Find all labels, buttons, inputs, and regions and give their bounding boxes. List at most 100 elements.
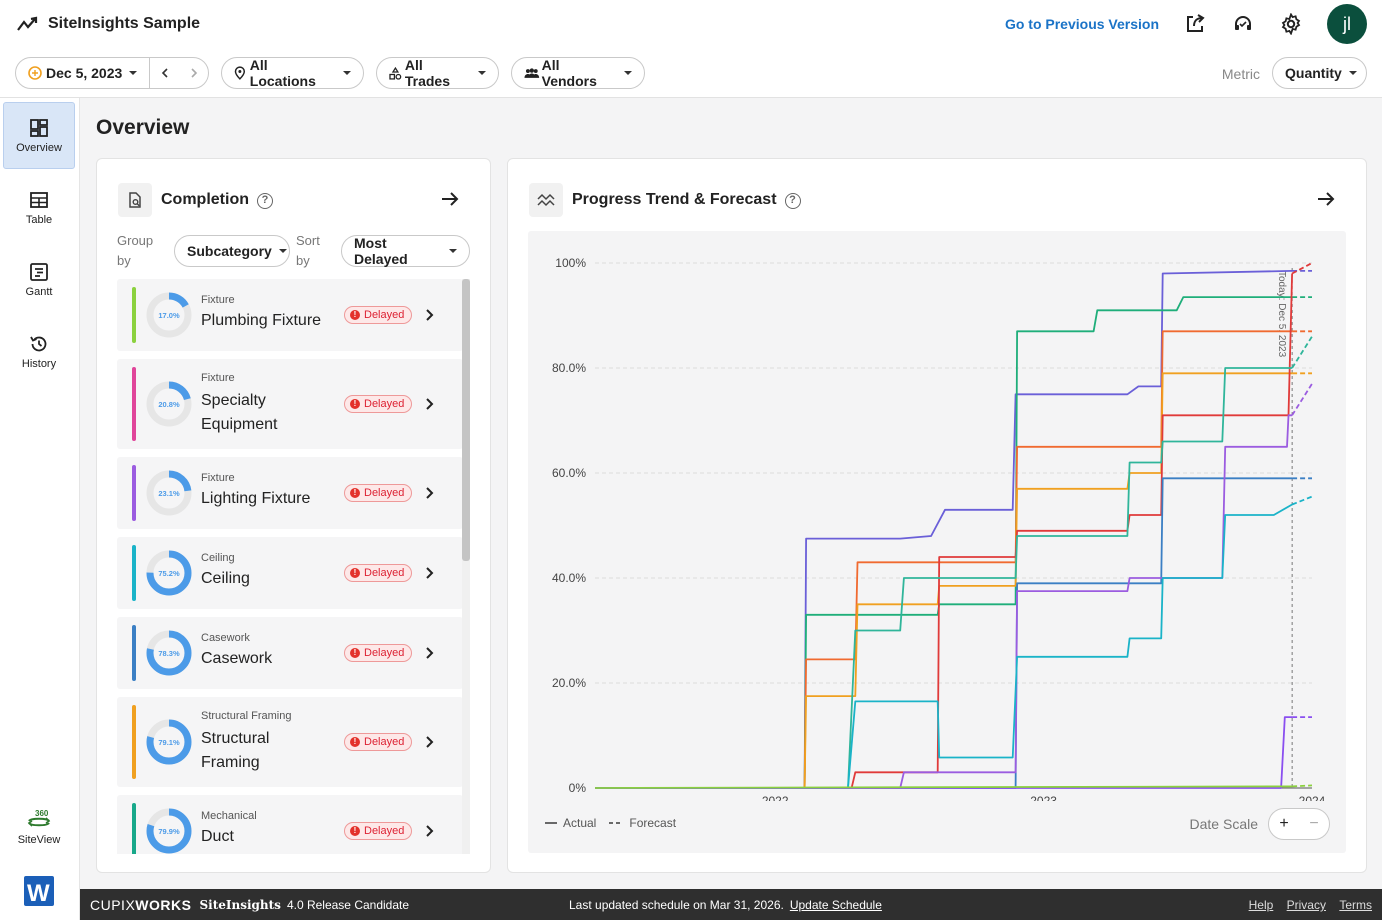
app-logo[interactable]: SiteInsights Sample [16, 15, 200, 33]
alert-icon: ! [350, 310, 360, 320]
completion-donut: 79.1% [146, 719, 192, 765]
status-badge: ! Delayed [344, 395, 413, 413]
history-icon [30, 336, 47, 351]
trend-logo-icon [17, 16, 38, 31]
sidebar-item-gantt[interactable]: Gantt [3, 246, 75, 313]
status-badge: ! Delayed [344, 484, 413, 502]
status-text: Delayed [364, 736, 405, 748]
dashboard-icon [30, 118, 48, 137]
series-line-actual [595, 367, 1293, 789]
donut-percent-label: 79.9% [158, 827, 180, 836]
alert-icon: ! [350, 399, 360, 409]
trend-chart-svg[interactable]: 0% 20.0% 40.0% 60.0% 80.0% 100% 2022 2023 2024 To… [528, 231, 1346, 808]
scrollbar-thumb[interactable] [462, 279, 470, 561]
locations-filter[interactable]: All Locations [221, 57, 364, 89]
legend-forecast: Forecast [629, 816, 677, 830]
sidebar-item-overview[interactable]: Overview [3, 102, 75, 169]
location-pin-icon [234, 66, 246, 80]
locations-value: All Locations [249, 57, 316, 89]
completion-list-item[interactable]: 79.1% Structural Framing Structural Framin… [117, 697, 463, 787]
category-color-bar [132, 465, 136, 521]
chevron-left-icon [161, 68, 168, 78]
status-badge: ! Delayed [344, 306, 413, 324]
arrow-right-icon [1318, 192, 1335, 206]
completion-donut: 78.3% [146, 630, 192, 676]
help-icon[interactable]: ? [784, 193, 801, 209]
y-tick-label: 60.0% [552, 466, 586, 480]
sidebar-item-table[interactable]: Table [3, 174, 75, 241]
series-line-actual [595, 372, 1293, 789]
series-line-actual [595, 477, 1293, 789]
y-tick-label: 0% [569, 781, 587, 795]
category-label: Mechanical [201, 810, 257, 822]
completion-list-item[interactable]: 78.3% Casework Casework! Delayed [117, 617, 463, 689]
completion-list-item[interactable]: 17.0% Fixture Plumbing Fixture! Delayed [117, 279, 463, 351]
previous-date-button[interactable] [150, 58, 179, 88]
sidebar-item-label: Overview [16, 141, 62, 154]
metric-selector[interactable]: Quantity [1272, 57, 1367, 89]
category-label: Ceiling [201, 552, 235, 564]
completion-open-button[interactable] [438, 187, 462, 211]
filter-bar: Dec 5, 2023 All Locations All Trades All… [0, 48, 1382, 98]
donut-percent-label: 17.0% [158, 311, 180, 320]
completion-list: 17.0% Fixture Plumbing Fixture! Delayed 20.8… [117, 279, 471, 854]
donut-progress-arc [146, 292, 192, 338]
sidebar-item-siteview[interactable]: 360 SiteView [3, 793, 75, 860]
status-text: Delayed [364, 825, 405, 837]
x-tick-label: 2024 [1299, 794, 1326, 801]
settings-gear-icon[interactable] [1279, 12, 1303, 36]
scrollbar-track[interactable] [462, 279, 470, 854]
group-by-label: Group by [117, 233, 154, 268]
series-line-actual [595, 503, 1293, 789]
series-line-actual [595, 270, 1293, 789]
today-marker-label: Today: Dec 5, 2023 [1276, 271, 1287, 358]
table-icon [30, 191, 48, 208]
completion-card: Completion? Group by Subcategory Sort by… [96, 158, 491, 873]
completion-donut: 20.8% [146, 381, 192, 427]
sidebar-item-history[interactable]: History [3, 318, 75, 385]
vendors-filter[interactable]: All Vendors [511, 57, 645, 89]
support-headset-icon[interactable] [1231, 12, 1255, 36]
alert-icon: ! [350, 826, 360, 836]
completion-list-item[interactable]: 23.1% Fixture Lighting Fixture! Delayed [117, 457, 463, 529]
svg-text:W: W [27, 880, 50, 906]
trades-shapes-icon [389, 66, 402, 80]
zoom-out-button[interactable]: − [1309, 815, 1319, 832]
item-name: Ceiling [201, 570, 250, 587]
trend-open-button[interactable] [1314, 187, 1338, 211]
sort-by-selector[interactable]: Most Delayed [341, 235, 470, 267]
share-icon[interactable] [1183, 12, 1207, 36]
completion-list-item[interactable]: 20.8% Fixture Specialty Equipment! Delayed [117, 359, 463, 449]
status-badge: ! Delayed [344, 822, 413, 840]
donut-progress-arc [146, 381, 192, 427]
user-avatar[interactable]: jl [1327, 4, 1367, 44]
date-picker-button[interactable]: Dec 5, 2023 [16, 58, 150, 88]
trades-filter[interactable]: All Trades [376, 57, 499, 89]
terms-link[interactable]: Terms [1339, 898, 1372, 912]
app-title: SiteInsights Sample [48, 15, 201, 32]
category-color-bar [132, 545, 136, 601]
series-line-actual [595, 716, 1293, 789]
series-line-actual [595, 273, 1293, 789]
siteview-360-icon: 360 [27, 809, 51, 827]
category-label: Fixture [201, 294, 235, 306]
help-icon[interactable]: ? [257, 193, 273, 209]
previous-version-link[interactable]: Go to Previous Version [1004, 16, 1159, 32]
alert-icon: ! [350, 648, 360, 658]
chevron-down-icon [1348, 71, 1357, 75]
trend-chart-icon [529, 183, 563, 217]
date-value: Dec 5, 2023 [46, 65, 123, 81]
privacy-link[interactable]: Privacy [1286, 898, 1326, 912]
help-link[interactable]: Help [1248, 898, 1274, 912]
completion-list-item[interactable]: 75.2% Ceiling Ceiling! Delayed [117, 537, 463, 609]
zoom-in-button[interactable]: + [1279, 815, 1289, 832]
next-date-button[interactable] [179, 58, 208, 88]
series-line-actual [595, 296, 1293, 789]
date-scale-control: Date Scale + − [1190, 808, 1330, 840]
works-w-logo[interactable]: W [24, 876, 54, 906]
update-schedule-link[interactable]: Update Schedule [789, 898, 882, 912]
category-color-bar [132, 287, 136, 343]
category-label: Fixture [201, 472, 235, 484]
group-by-selector[interactable]: Subcategory [174, 235, 290, 267]
completion-list-item[interactable]: 79.9% Mechanical Duct! Delayed [117, 795, 463, 854]
